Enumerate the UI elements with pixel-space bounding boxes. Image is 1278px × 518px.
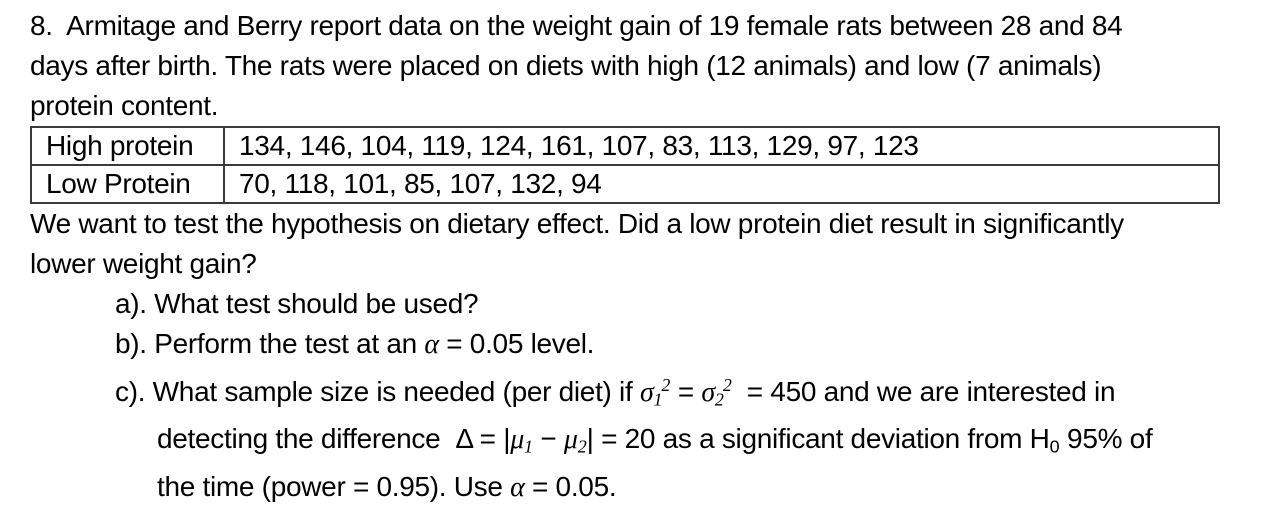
part-c-line-1: c). What sample size is needed (per diet… (115, 375, 1116, 410)
problem-line-3: protein content. (30, 90, 219, 121)
problem-line-2: days after birth. The rats were placed o… (30, 50, 1102, 81)
hypothesis-line-2: lower weight gain? (30, 248, 257, 279)
table-row-high-protein: High protein 134, 146, 104, 119, 124, 16… (30, 126, 1220, 166)
part-c-line-3: the time (power = 0.95). Use α = 0.05. (157, 470, 617, 503)
table-row-low-protein: Low Protein 70, 118, 101, 85, 107, 132, … (30, 164, 1220, 204)
hypothesis-question: We want to test the hypothesis on dietar… (30, 204, 1278, 284)
row-values-high-protein: 134, 146, 104, 119, 124, 161, 107, 83, 1… (223, 126, 1220, 166)
part-b: b). Perform the test at an α = 0.05 leve… (115, 328, 595, 360)
problem-line-1: 8. Armitage and Berry report data on the… (30, 10, 1123, 41)
row-label-high-protein: High protein (30, 126, 225, 166)
part-a: a). What test should be used? (115, 288, 479, 319)
row-values-low-protein: 70, 118, 101, 85, 107, 132, 94 (223, 164, 1220, 204)
part-c-line-2: detecting the difference Δ = |μ1 − μ2| =… (157, 423, 1153, 457)
protein-data-table: High protein 134, 146, 104, 119, 124, 16… (30, 126, 1220, 204)
hypothesis-line-1: We want to test the hypothesis on dietar… (30, 208, 1124, 239)
problem-statement: 8. Armitage and Berry report data on the… (30, 6, 1278, 126)
row-label-low-protein: Low Protein (30, 164, 225, 204)
